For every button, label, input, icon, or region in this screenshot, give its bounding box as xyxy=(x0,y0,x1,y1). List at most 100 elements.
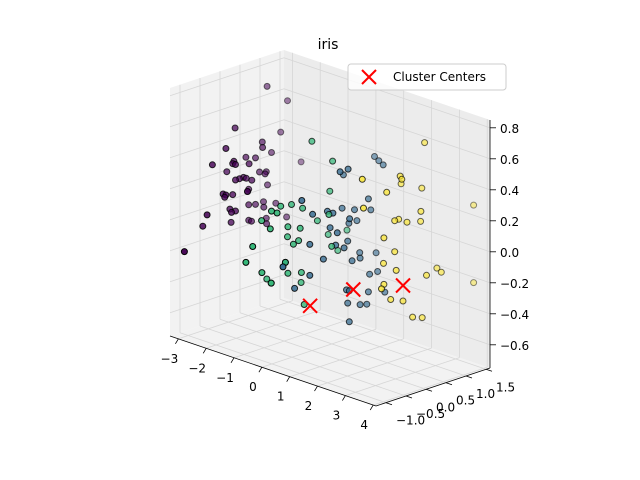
y-tick-mark xyxy=(445,382,453,386)
data-point xyxy=(263,220,271,228)
data-point xyxy=(284,233,291,241)
data-point xyxy=(345,318,353,326)
data-point xyxy=(288,201,295,208)
z-grid-line xyxy=(169,181,285,221)
cluster-center-marker xyxy=(302,298,318,314)
data-point xyxy=(372,249,380,257)
data-point xyxy=(417,207,425,215)
data-point xyxy=(326,224,334,232)
data-point xyxy=(326,187,334,195)
data-point xyxy=(298,197,306,204)
y-tick-label: 1.0 xyxy=(476,387,495,401)
legend-marker-icon xyxy=(361,69,377,85)
data-point xyxy=(289,240,297,248)
data-point xyxy=(264,181,271,189)
data-point xyxy=(245,201,253,209)
data-point xyxy=(248,176,256,184)
data-point xyxy=(199,222,207,230)
y-tick-label: 0.5 xyxy=(456,394,475,408)
data-point xyxy=(263,82,271,90)
data-point xyxy=(284,269,292,277)
data-point xyxy=(259,144,267,151)
data-point xyxy=(340,244,348,252)
back-wall-pane xyxy=(284,50,490,368)
x-tick-mark xyxy=(230,357,235,364)
data-point xyxy=(409,313,417,321)
data-point xyxy=(391,248,399,256)
z-grid-line xyxy=(283,181,491,253)
data-point xyxy=(266,225,274,233)
data-point xyxy=(248,217,255,225)
z-tick-label: −0.6 xyxy=(500,339,529,353)
data-point xyxy=(358,175,366,183)
data-point xyxy=(344,237,352,245)
data-point xyxy=(284,223,292,231)
x-grid-line xyxy=(373,366,488,406)
legend: Cluster Centers xyxy=(347,63,507,91)
y-grid-line xyxy=(199,325,407,397)
z-tick-label: 0.0 xyxy=(500,246,519,260)
data-point xyxy=(277,202,285,210)
cluster-centers xyxy=(302,277,411,314)
data-point xyxy=(328,242,336,250)
data-point xyxy=(273,209,281,217)
data-point xyxy=(203,211,211,219)
data-point xyxy=(284,97,291,105)
z-grid-line xyxy=(283,88,491,160)
cluster-center-marker xyxy=(395,277,411,294)
data-point xyxy=(299,204,307,212)
data-point xyxy=(261,170,269,178)
data-point xyxy=(252,200,259,208)
data-point xyxy=(277,128,285,136)
data-point xyxy=(421,139,429,147)
z-grid-line xyxy=(169,88,285,128)
x-tick-mark xyxy=(286,376,291,382)
data-point xyxy=(363,300,371,308)
data-point xyxy=(470,201,478,209)
data-point xyxy=(309,210,317,218)
data-point xyxy=(297,269,305,276)
y-tick-mark xyxy=(385,402,393,406)
y-tick-label: −1.0 xyxy=(396,414,425,428)
x-tick-label: 2 xyxy=(305,399,313,413)
data-point xyxy=(297,158,305,166)
data-point xyxy=(380,234,388,242)
x-tick-mark xyxy=(314,385,318,392)
data-point xyxy=(291,284,299,292)
data-point xyxy=(272,199,280,207)
data-point xyxy=(364,195,372,203)
data-point xyxy=(398,175,406,183)
chart-title: iris xyxy=(318,37,339,53)
x-axis-line xyxy=(169,335,377,407)
x-tick-label: 3 xyxy=(333,409,341,423)
data-point xyxy=(296,224,304,232)
y-grid-line xyxy=(219,318,427,390)
data-point xyxy=(433,264,441,272)
data-point xyxy=(375,157,383,165)
x-tick-mark xyxy=(175,338,179,345)
data-point xyxy=(300,301,308,308)
data-point xyxy=(313,217,321,225)
data-point xyxy=(344,165,352,173)
y-tick-label: −0.5 xyxy=(416,407,445,421)
z-grid-line xyxy=(169,57,285,97)
data-point xyxy=(229,191,237,199)
data-point xyxy=(383,188,391,196)
data-point xyxy=(232,176,239,184)
data-point xyxy=(470,279,478,287)
z-grid-line xyxy=(283,243,491,315)
data-point xyxy=(348,257,356,265)
data-point xyxy=(351,206,358,214)
data-point xyxy=(267,279,275,287)
data-point xyxy=(371,153,378,160)
y-tick-label: 0.0 xyxy=(436,400,455,414)
data-point xyxy=(223,168,231,176)
x-grid-line xyxy=(178,300,293,340)
x-grid-line xyxy=(261,328,377,368)
data-point xyxy=(227,218,235,226)
data-point xyxy=(374,268,382,275)
y-grid-line xyxy=(259,305,467,377)
data-point xyxy=(221,193,229,201)
